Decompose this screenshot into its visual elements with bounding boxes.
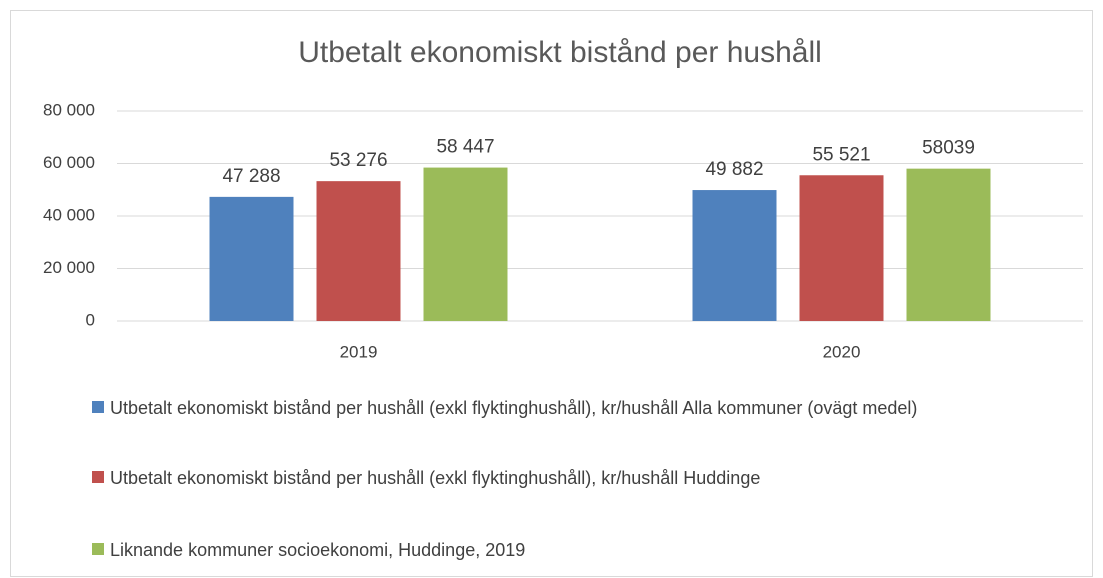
- bar: [692, 190, 777, 321]
- legend-item: Utbetalt ekonomiskt bistånd per hushåll …: [90, 465, 1070, 491]
- legend-swatch: [92, 471, 104, 483]
- legend-label: Liknande kommuner socioekonomi, Huddinge…: [110, 540, 526, 560]
- data-label: 49 882: [705, 159, 763, 180]
- bar: [799, 175, 884, 321]
- bar: [209, 196, 294, 321]
- x-tick-label: 2020: [823, 342, 861, 361]
- bar: [423, 167, 508, 321]
- bar: [906, 168, 991, 321]
- data-label: 58039: [922, 138, 975, 159]
- y-tick-label: 40 000: [43, 205, 95, 224]
- legend-swatch: [92, 401, 104, 413]
- x-tick-label: 2019: [340, 342, 378, 361]
- y-tick-label: 20 000: [43, 258, 95, 277]
- chart-title: Utbetalt ekonomiskt bistånd per hushåll: [298, 36, 822, 69]
- legend-label: Utbetalt ekonomiskt bistånd per hushåll …: [110, 398, 918, 418]
- y-tick-label: 60 000: [43, 153, 95, 172]
- legend-label: Utbetalt ekonomiskt bistånd per hushåll …: [110, 468, 761, 488]
- legend-item: Liknande kommuner socioekonomi, Huddinge…: [90, 537, 1070, 563]
- data-label: 55 521: [812, 144, 870, 165]
- legend-item: Utbetalt ekonomiskt bistånd per hushåll …: [90, 395, 1070, 421]
- data-label: 53 276: [329, 150, 387, 171]
- data-label: 58 447: [436, 137, 494, 158]
- bar: [316, 181, 401, 321]
- y-tick-label: 80 000: [43, 100, 95, 119]
- legend-swatch: [92, 543, 104, 555]
- y-tick-label: 0: [86, 310, 95, 329]
- data-label: 47 288: [222, 166, 280, 187]
